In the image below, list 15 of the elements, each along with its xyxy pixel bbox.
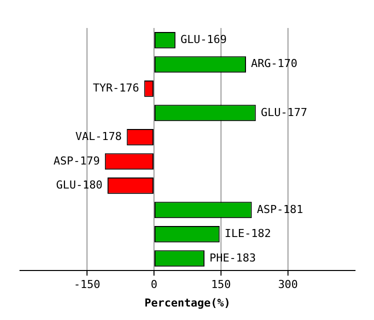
y-tick-label: ASP-179 xyxy=(54,154,100,168)
y-tick-label: TYR-176 xyxy=(92,82,140,95)
y-tick-label: PHE-183 xyxy=(209,251,256,264)
x-axis-title: Percentage(%) xyxy=(144,296,231,310)
y-tick-label: ILE-182 xyxy=(224,227,272,240)
x-tick-label: 150 xyxy=(211,278,231,292)
y-tick-label: VAL-178 xyxy=(75,130,122,144)
y-tick-label: GLU-169 xyxy=(180,32,227,46)
y-tick-label: GLU-180 xyxy=(56,178,103,192)
y-tick-label: GLU-177 xyxy=(260,106,308,119)
x-tick-label: 300 xyxy=(278,278,298,292)
y-tick-label: ARG-170 xyxy=(251,57,298,70)
x-tick-label: 0 xyxy=(150,278,158,292)
x-tick-label: -150 xyxy=(74,278,100,292)
y-tick-label: ASP-181 xyxy=(256,202,304,216)
